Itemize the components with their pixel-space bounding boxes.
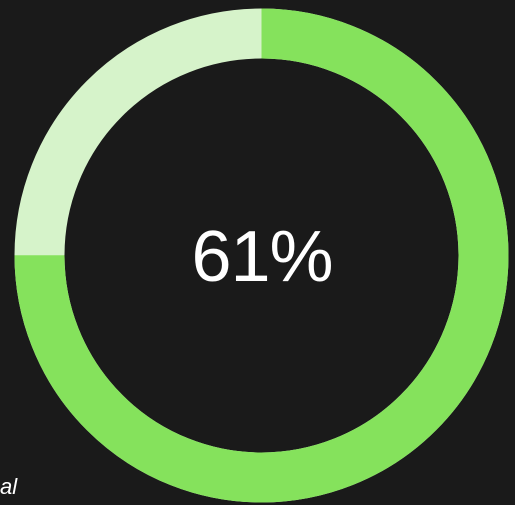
progress-ring-fill	[14, 8, 509, 503]
progress-percentage: 61%	[191, 217, 333, 297]
caption-text: al	[0, 474, 18, 499]
